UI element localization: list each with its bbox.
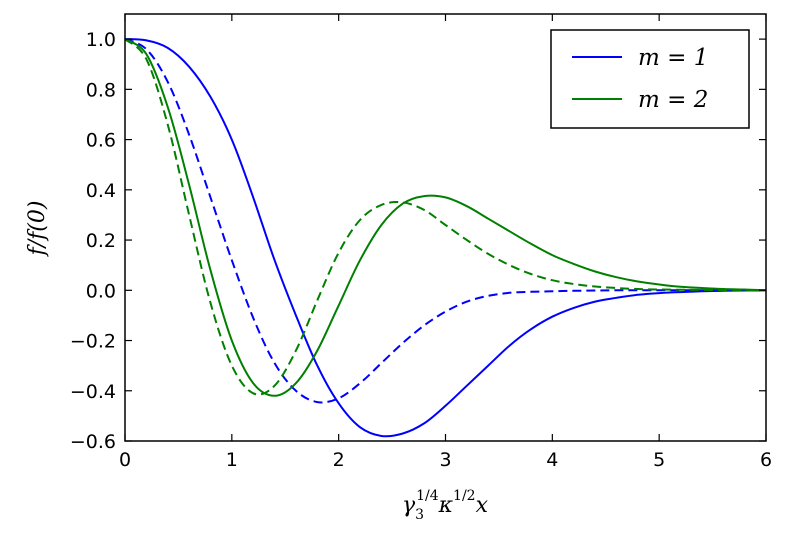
y-axis-ticks: 1.0 0.8 0.6 0.4 0.2 0.0 −0.2 −0.4 −0.6 (70, 29, 766, 453)
y-tick-label: 1.0 (86, 29, 116, 51)
x-axis-label-x: x (476, 493, 489, 518)
x-tick-label: 5 (653, 449, 665, 471)
y-tick-label: 0.2 (86, 230, 116, 252)
x-tick-label: 0 (119, 449, 131, 471)
legend: m = 1 m = 2 (550, 29, 750, 129)
y-tick-label: 0.4 (86, 180, 116, 202)
series-line-m2-dashed (124, 38, 767, 396)
y-tick-label: −0.6 (70, 431, 116, 453)
x-axis-label: γ3 1/4κ1/2x (402, 488, 489, 523)
series-line-m1-solid (124, 38, 767, 438)
x-tick-label: 6 (760, 449, 772, 471)
x-axis-label-sup1: 1/4 (416, 488, 439, 504)
x-tick-label: 3 (439, 449, 451, 471)
x-axis-ticks: 0 1 2 3 4 5 6 (119, 14, 772, 471)
x-axis-label-sub: 3 (415, 507, 424, 523)
series-line-m1-dashed (124, 38, 766, 404)
y-tick-label: −0.2 (70, 331, 116, 353)
x-tick-label: 4 (546, 449, 558, 471)
y-tick-label: −0.4 (70, 381, 116, 403)
y-tick-label: 0.6 (86, 130, 116, 152)
x-axis-label-sup2: 1/2 (453, 488, 476, 504)
y-tick-label: 0.8 (86, 79, 116, 101)
x-tick-label: 1 (226, 449, 238, 471)
series-layer (124, 38, 767, 438)
legend-label-m2: m = 2 (638, 87, 708, 113)
x-tick-label: 2 (333, 449, 345, 471)
y-axis-label: f/f(0) (25, 201, 50, 258)
legend-box (550, 29, 750, 129)
x-axis-label-gamma: γ (402, 493, 416, 518)
series-line-m2-solid (124, 38, 767, 397)
x-axis-label-kappa: κ (438, 493, 454, 518)
legend-label-m1: m = 1 (638, 45, 708, 71)
y-tick-label: 0.0 (86, 280, 116, 302)
